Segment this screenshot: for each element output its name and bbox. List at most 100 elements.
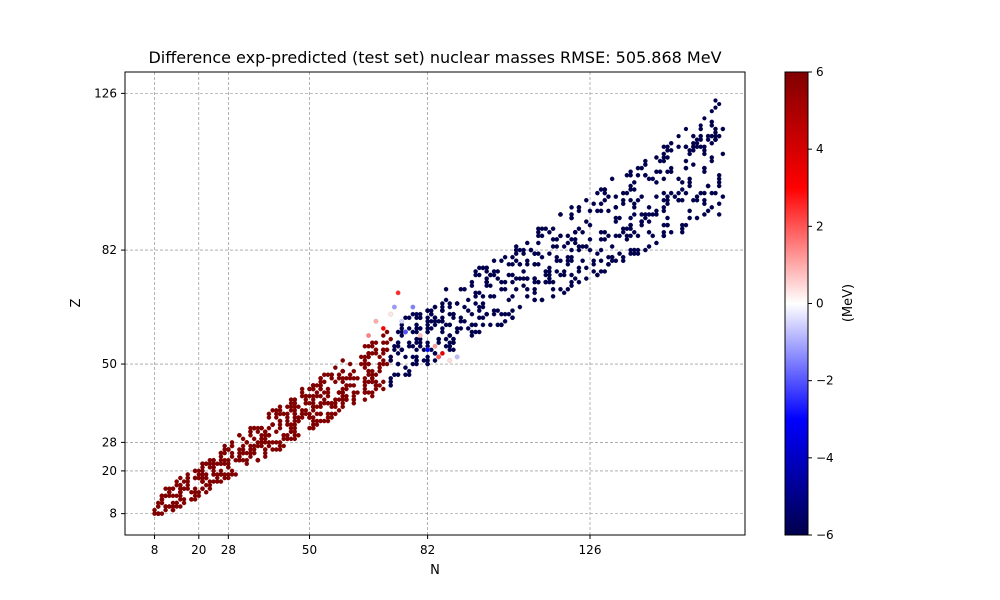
data-point: [447, 343, 453, 349]
data-point: [274, 411, 279, 417]
data-point: [465, 326, 471, 331]
data-point: [683, 126, 689, 132]
data-point: [495, 308, 500, 313]
data-point: [591, 201, 596, 207]
data-point: [399, 333, 405, 338]
data-point: [314, 390, 320, 395]
x-tick-label: 82: [420, 543, 435, 557]
data-point: [525, 240, 530, 246]
data-point: [240, 443, 246, 449]
data-point: [229, 443, 235, 449]
y-tick-label: 20: [102, 464, 117, 478]
data-point: [576, 265, 582, 271]
data-point: [277, 418, 283, 424]
data-point: [395, 372, 401, 377]
data-point: [262, 450, 268, 456]
data-point: [499, 322, 504, 328]
data-point: [366, 333, 371, 338]
data-point: [709, 109, 714, 114]
data-point: [613, 194, 619, 199]
data-point: [572, 276, 578, 281]
data-point: [384, 329, 390, 335]
data-point: [554, 244, 560, 249]
data-point: [547, 230, 552, 235]
data-point: [598, 208, 604, 214]
data-point: [543, 279, 548, 285]
data-point: [543, 226, 548, 231]
data-point: [576, 205, 582, 210]
data-point: [628, 222, 633, 228]
data-point: [502, 254, 508, 260]
data-point: [668, 230, 674, 235]
data-point: [322, 390, 327, 395]
data-point: [425, 354, 430, 360]
colorbar-tick-label: −4: [816, 451, 834, 465]
data-point: [318, 393, 323, 399]
x-axis-ticks: 8 20 28 50 82 126: [151, 535, 601, 557]
data-point: [569, 205, 574, 210]
data-point: [196, 490, 202, 495]
data-point: [580, 244, 585, 249]
data-point: [296, 433, 301, 438]
data-point: [473, 272, 478, 278]
data-point: [598, 201, 604, 207]
data-point: [506, 297, 512, 303]
data-point: [595, 190, 600, 196]
data-point: [318, 386, 323, 392]
data-point: [318, 376, 323, 381]
data-point: [362, 397, 368, 402]
data-point: [185, 486, 190, 491]
data-point: [510, 294, 515, 299]
data-point: [587, 247, 593, 253]
data-point: [510, 272, 515, 278]
data-point: [403, 365, 408, 370]
data-point: [362, 390, 368, 395]
data-point: [417, 311, 423, 317]
data-point: [702, 197, 707, 203]
data-point: [373, 347, 379, 353]
data-point: [561, 272, 567, 278]
data-point: [155, 511, 161, 516]
data-point: [639, 194, 644, 199]
data-point: [203, 490, 209, 495]
data-point: [676, 190, 681, 196]
data-point: [643, 212, 648, 217]
data-point: [584, 265, 589, 271]
data-point: [432, 351, 438, 356]
data-point: [668, 140, 674, 146]
data-point: [513, 244, 519, 249]
data-point: [654, 169, 659, 174]
data-point: [532, 262, 537, 267]
data-point: [454, 301, 460, 306]
y-tick-label: 82: [102, 243, 117, 257]
data-point: [639, 165, 644, 171]
data-point: [598, 258, 604, 264]
data-point: [513, 258, 519, 264]
data-point: [432, 304, 438, 310]
data-point: [550, 287, 556, 292]
data-point: [351, 376, 357, 381]
data-point: [159, 493, 165, 499]
data-point: [152, 507, 157, 513]
data-point: [613, 258, 619, 264]
data-point: [310, 425, 316, 431]
data-point: [314, 422, 320, 427]
data-point: [440, 319, 445, 324]
data-point: [262, 429, 268, 434]
data-point: [558, 258, 563, 264]
data-point: [395, 329, 401, 335]
data-point: [251, 436, 257, 442]
data-point: [661, 158, 667, 164]
data-point: [281, 443, 286, 449]
data-point: [336, 408, 342, 413]
data-point: [676, 134, 681, 139]
colorbar-tick-label: −6: [816, 528, 834, 542]
data-point: [440, 329, 445, 335]
data-point: [680, 230, 685, 235]
data-point: [477, 329, 482, 335]
data-point: [521, 283, 526, 288]
data-point: [381, 379, 386, 385]
data-point: [403, 315, 408, 320]
data-point: [447, 358, 453, 363]
